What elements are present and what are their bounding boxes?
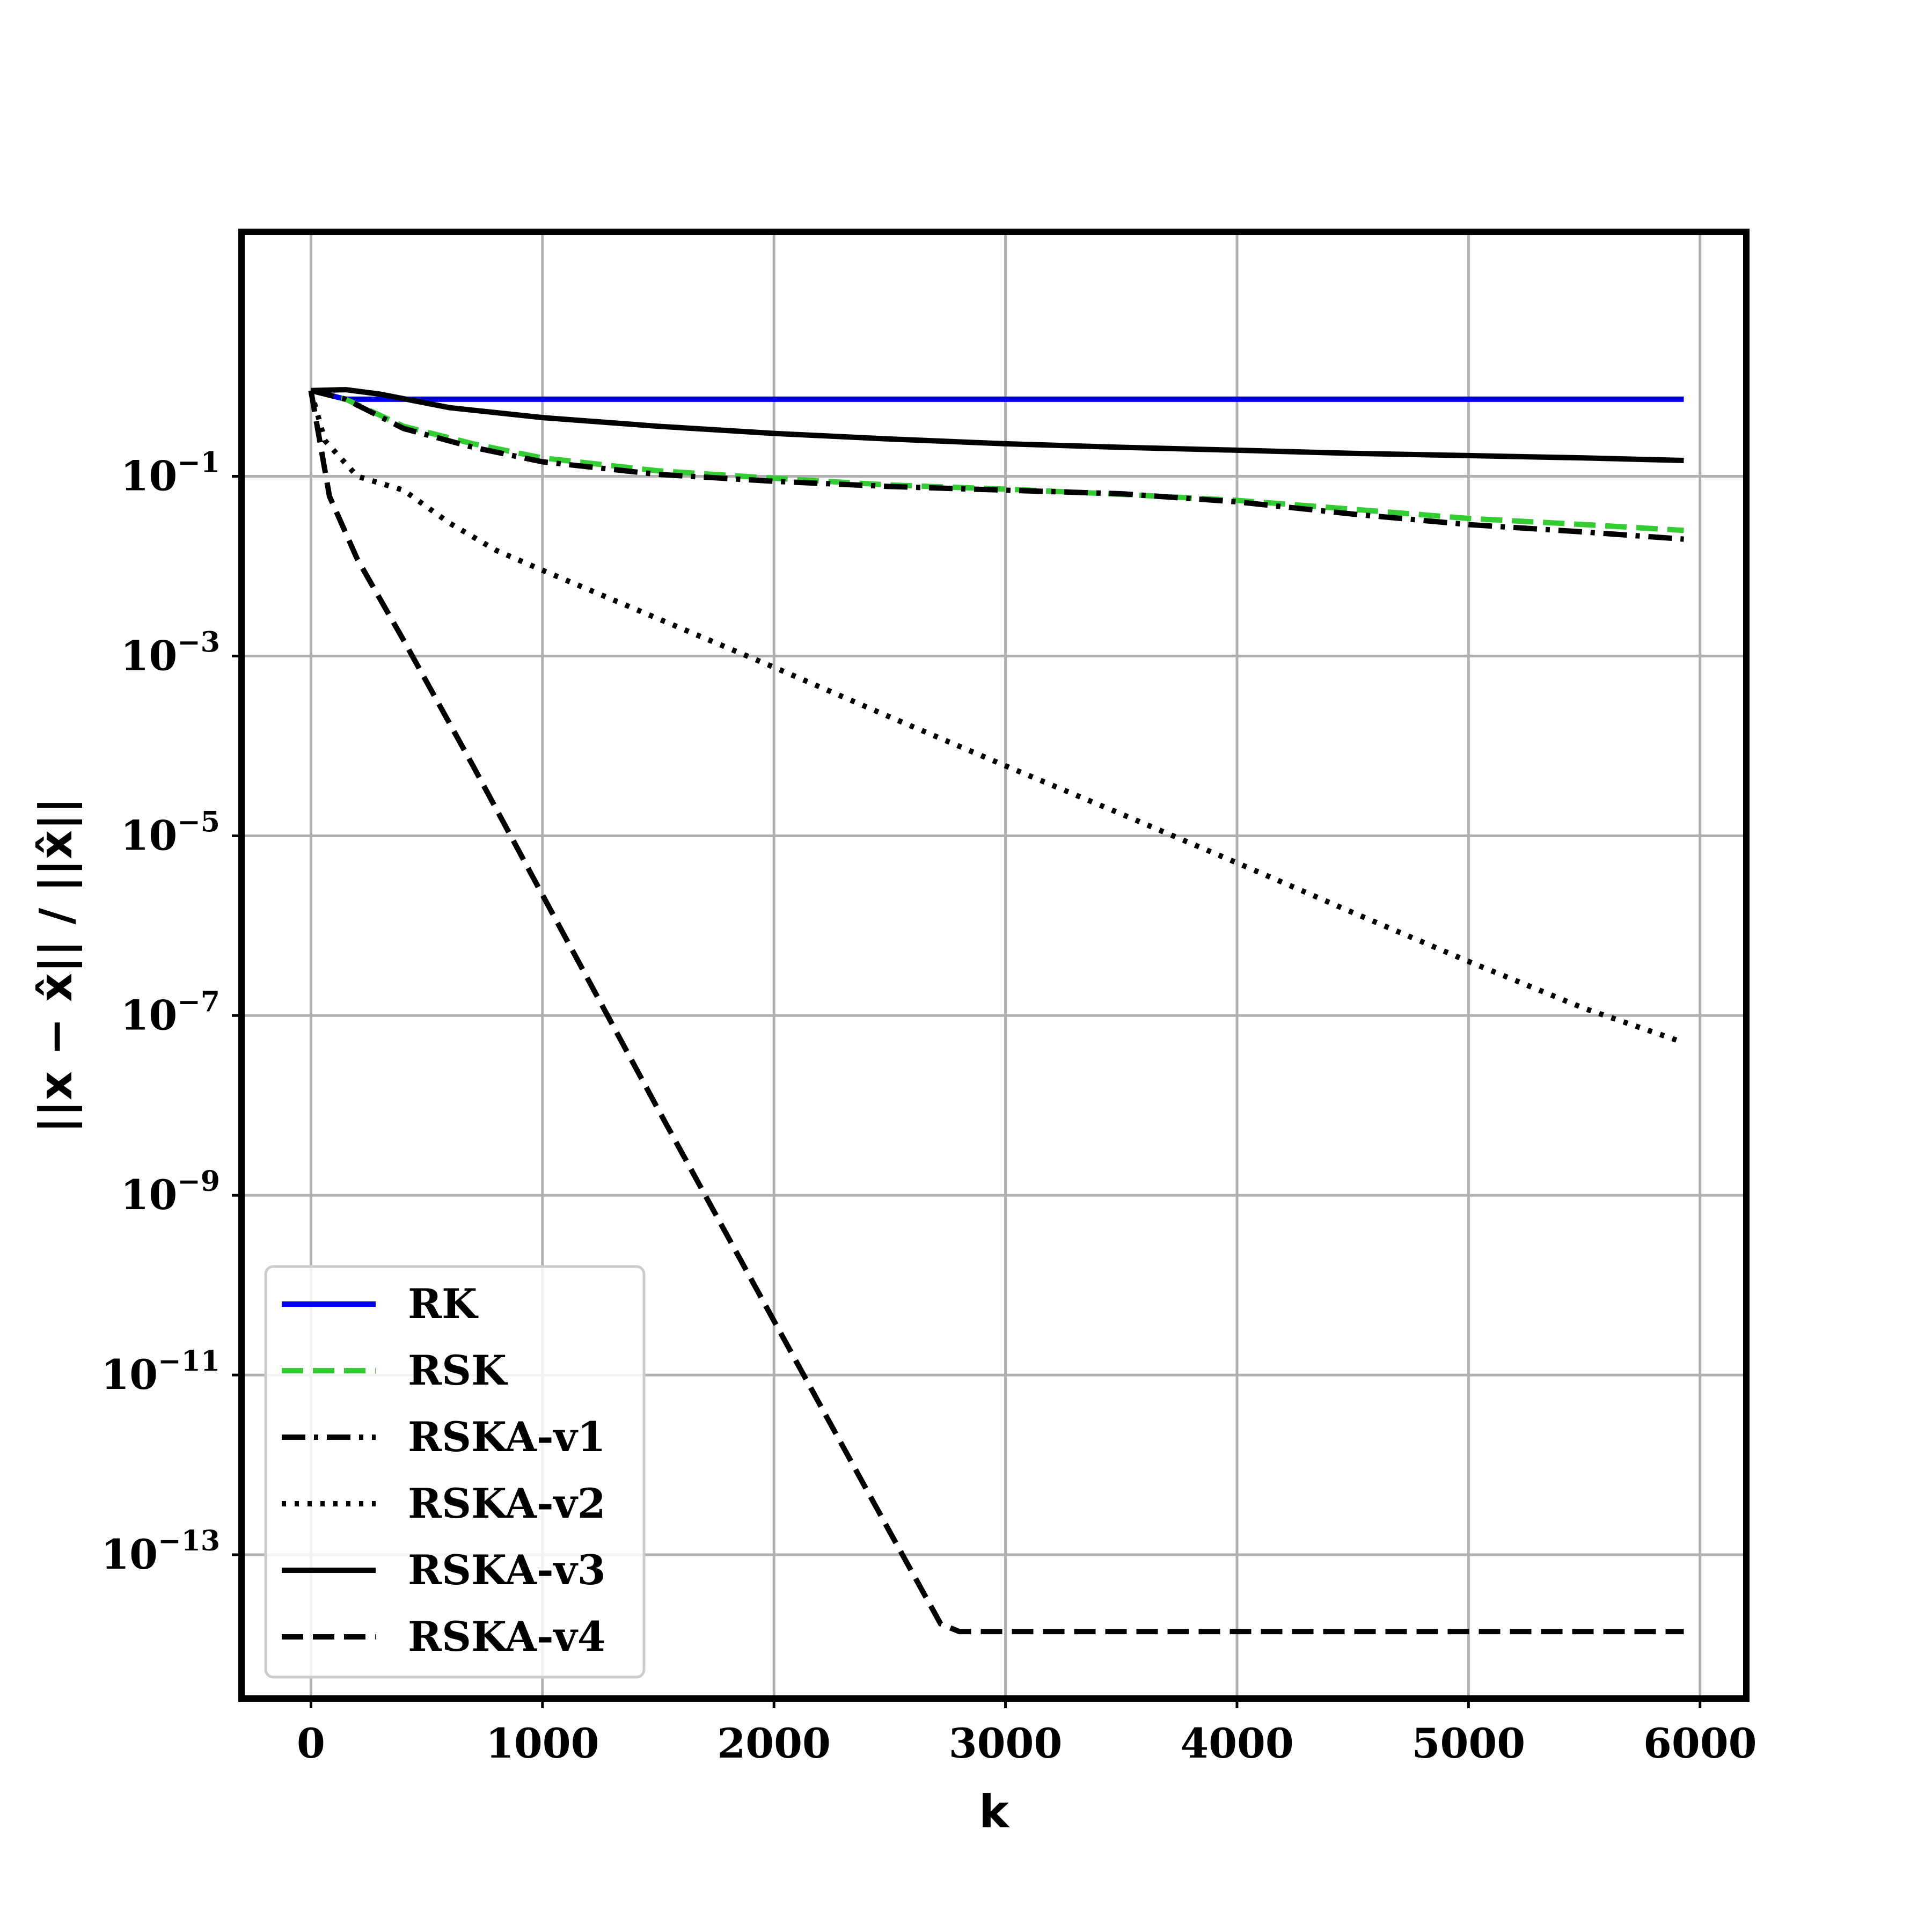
x-tick-label: 5000 (1412, 1719, 1526, 1767)
x-tick-label: 4000 (1180, 1719, 1294, 1767)
y-tick-base: 10 (101, 1531, 158, 1578)
series-line-rska-v1 (310, 387, 1684, 542)
y-tick-label: 10−11 (101, 1345, 220, 1399)
y-tick-label: 10−3 (120, 626, 220, 679)
x-tick-label: 6000 (1643, 1719, 1757, 1767)
y-tick-exponent: −3 (177, 626, 220, 658)
y-tick-base: 10 (101, 1351, 158, 1399)
series-line-rska-v3 (311, 387, 1684, 463)
x-tick-label: 3000 (949, 1719, 1063, 1767)
legend-label: RSKA-v2 (408, 1480, 606, 1527)
series-line-rsk (310, 387, 1684, 533)
plot-frame (238, 229, 1750, 1702)
x-tick-label: 0 (297, 1719, 325, 1767)
legend: RK RSK RSKA-v1 RSKA-v2 RSKA-v3 RSKA-v4 (264, 1265, 646, 1679)
y-axis-title: ||x − x̂|| / ||x̂|| (30, 797, 82, 1133)
x-tick-label: 2000 (717, 1719, 831, 1767)
series-line-rska-v2 (308, 390, 1685, 1045)
y-tick-exponent: −5 (177, 806, 220, 838)
y-tick-label: 10−1 (120, 447, 220, 500)
y-tick-base: 10 (120, 632, 177, 679)
y-tick-label: 10−13 (101, 1525, 220, 1578)
x-axis-title: k (979, 1785, 1010, 1838)
legend-label: RK (408, 1280, 479, 1328)
y-tick-base: 10 (120, 452, 177, 500)
y-tick-base: 10 (120, 811, 177, 859)
y-tick-base: 10 (120, 1171, 177, 1219)
y-tick-exponent: −11 (158, 1345, 220, 1378)
legend-label: RSK (408, 1346, 508, 1394)
legend-label: RSKA-v1 (408, 1413, 606, 1461)
y-tick-exponent: −9 (177, 1165, 220, 1198)
x-axis: 0 1000 2000 3000 4000 5000 6000 (297, 1699, 1757, 1767)
legend-label: RSKA-v4 (408, 1613, 606, 1660)
y-tick-exponent: −7 (177, 985, 220, 1018)
y-tick-label: 10−9 (120, 1165, 220, 1219)
x-tick-label: 1000 (486, 1719, 599, 1767)
y-tick-exponent: −13 (158, 1525, 220, 1557)
y-tick-base: 10 (120, 991, 177, 1039)
series-line-rska-v4 (308, 390, 1684, 1635)
y-tick-exponent: −1 (177, 447, 220, 479)
legend-label: RSKA-v3 (408, 1546, 606, 1594)
series-group (308, 387, 1685, 1635)
y-tick-label: 10−5 (120, 806, 220, 859)
y-tick-label: 10−7 (120, 985, 220, 1039)
